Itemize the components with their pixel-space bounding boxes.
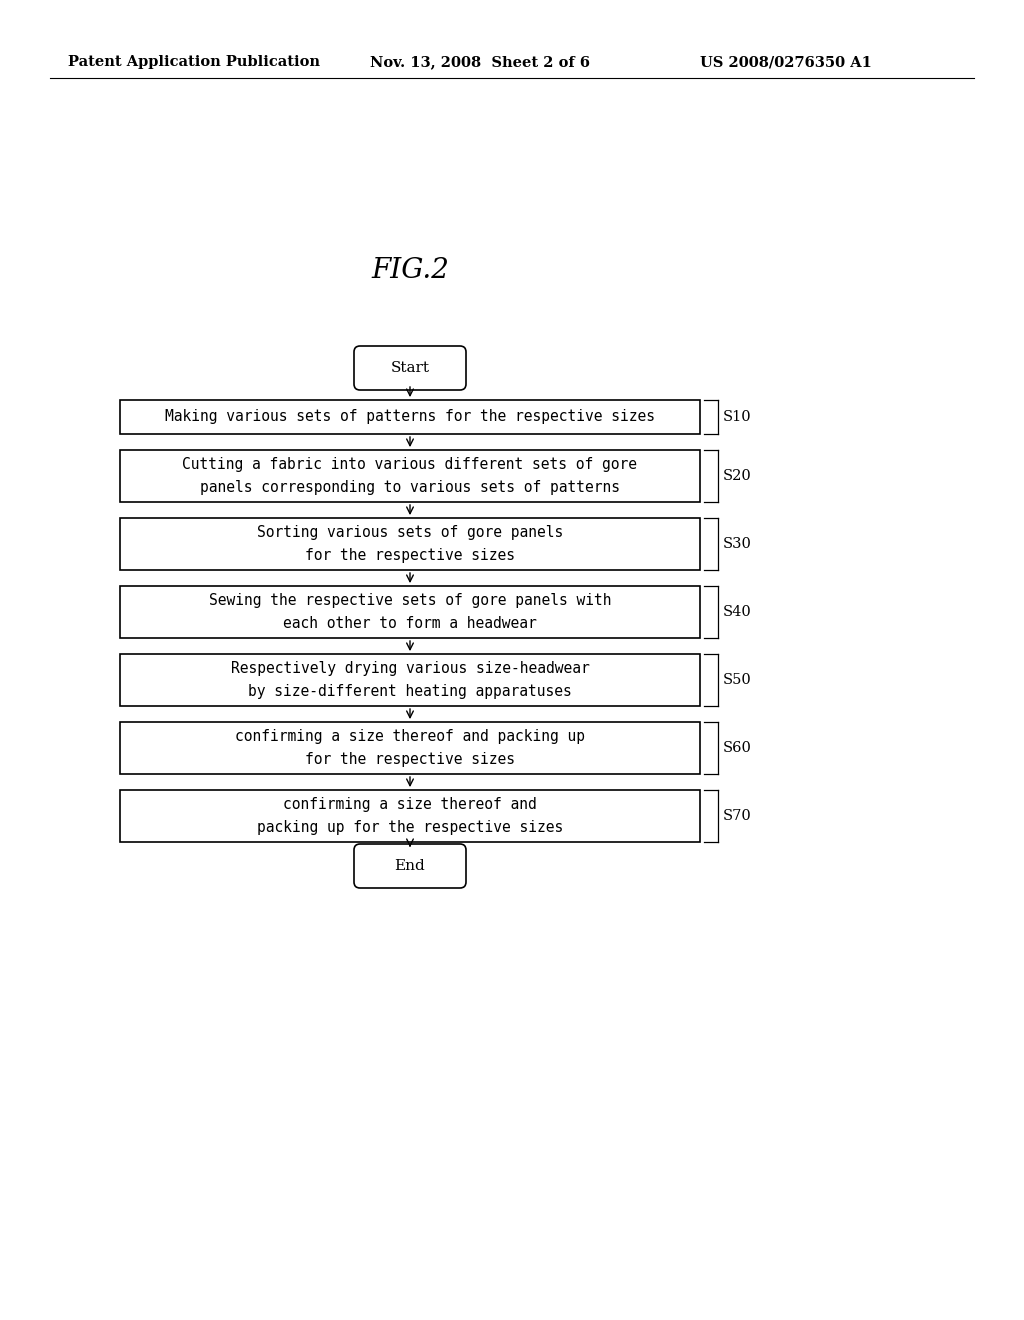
Text: Making various sets of patterns for the respective sizes: Making various sets of patterns for the … (165, 409, 655, 425)
FancyBboxPatch shape (354, 843, 466, 888)
Text: each other to form a headwear: each other to form a headwear (283, 616, 537, 631)
Text: S10: S10 (723, 411, 752, 424)
Text: FIG.2: FIG.2 (371, 256, 449, 284)
Bar (120, 722, 700, 774)
Text: Cutting a fabric into various different sets of gore: Cutting a fabric into various different … (182, 457, 638, 473)
Text: packing up for the respective sizes: packing up for the respective sizes (257, 820, 563, 836)
Bar (120, 653, 700, 706)
Text: Sewing the respective sets of gore panels with: Sewing the respective sets of gore panel… (209, 593, 611, 609)
Text: for the respective sizes: for the respective sizes (305, 548, 515, 562)
Text: by size-different heating apparatuses: by size-different heating apparatuses (248, 684, 571, 700)
Text: S40: S40 (723, 605, 752, 619)
Text: S60: S60 (723, 741, 752, 755)
Text: Start: Start (390, 360, 429, 375)
Text: S70: S70 (723, 809, 752, 822)
Bar (120, 586, 700, 638)
Bar (120, 450, 700, 502)
Text: confirming a size thereof and: confirming a size thereof and (283, 797, 537, 812)
Text: Sorting various sets of gore panels: Sorting various sets of gore panels (257, 525, 563, 540)
Text: S50: S50 (723, 673, 752, 686)
Text: Nov. 13, 2008  Sheet 2 of 6: Nov. 13, 2008 Sheet 2 of 6 (370, 55, 590, 69)
Text: confirming a size thereof and packing up: confirming a size thereof and packing up (234, 729, 585, 744)
Text: panels corresponding to various sets of patterns: panels corresponding to various sets of … (200, 480, 620, 495)
Text: End: End (394, 859, 425, 873)
Bar (120, 789, 700, 842)
Text: for the respective sizes: for the respective sizes (305, 752, 515, 767)
Text: S20: S20 (723, 469, 752, 483)
Text: Patent Application Publication: Patent Application Publication (68, 55, 319, 69)
Text: US 2008/0276350 A1: US 2008/0276350 A1 (700, 55, 871, 69)
Text: Respectively drying various size-headwear: Respectively drying various size-headwea… (230, 661, 590, 676)
Bar (120, 517, 700, 570)
Bar (120, 400, 700, 434)
FancyBboxPatch shape (354, 346, 466, 389)
Text: S30: S30 (723, 537, 752, 550)
